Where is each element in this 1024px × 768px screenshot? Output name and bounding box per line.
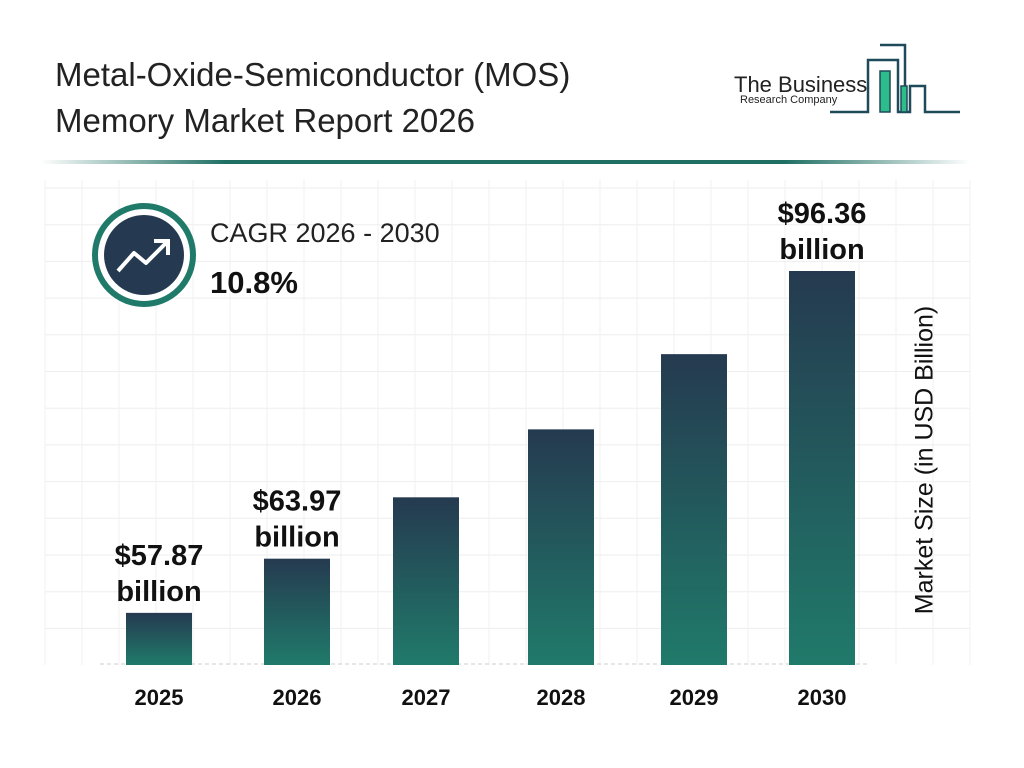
trend-up-icon [116,239,170,273]
page-title: Metal-Oxide-Semiconductor (MOS) Memory M… [55,52,570,144]
x-tick-label: 2029 [670,685,719,710]
logo-buildings-icon [830,43,960,114]
data-label: $96.36 [778,198,867,230]
data-label: billion [116,576,201,608]
data-label: billion [254,522,339,554]
logo-subtext: Research Company [740,94,838,106]
cagr-label: CAGR 2026 - 2030 [210,218,440,248]
bar-2026 [264,558,330,665]
bar-2028 [528,429,594,665]
x-tick-label: 2030 [798,685,847,710]
title-line-1: Metal-Oxide-Semiconductor (MOS) [55,56,571,93]
bar-2029 [661,354,727,665]
title-line-2: Memory Market Report 2026 [55,102,475,139]
x-tick-label: 2026 [273,685,322,710]
y-axis-label: Market Size (in USD Billion) [910,305,939,615]
data-label: billion [779,234,864,266]
x-tick-label: 2028 [537,685,586,710]
cagr-value: 10.8% [210,265,298,300]
x-tick-label: 2027 [402,685,451,710]
cagr-badge [92,203,196,307]
divider [40,160,970,164]
bar-2030 [789,271,855,665]
logo-text: The Business [734,72,868,97]
data-label: $63.97 [253,486,342,518]
bar-2025 [126,612,192,665]
x-tick-label: 2025 [135,685,184,710]
bar-2027 [393,497,459,665]
data-label: $57.87 [115,540,204,572]
